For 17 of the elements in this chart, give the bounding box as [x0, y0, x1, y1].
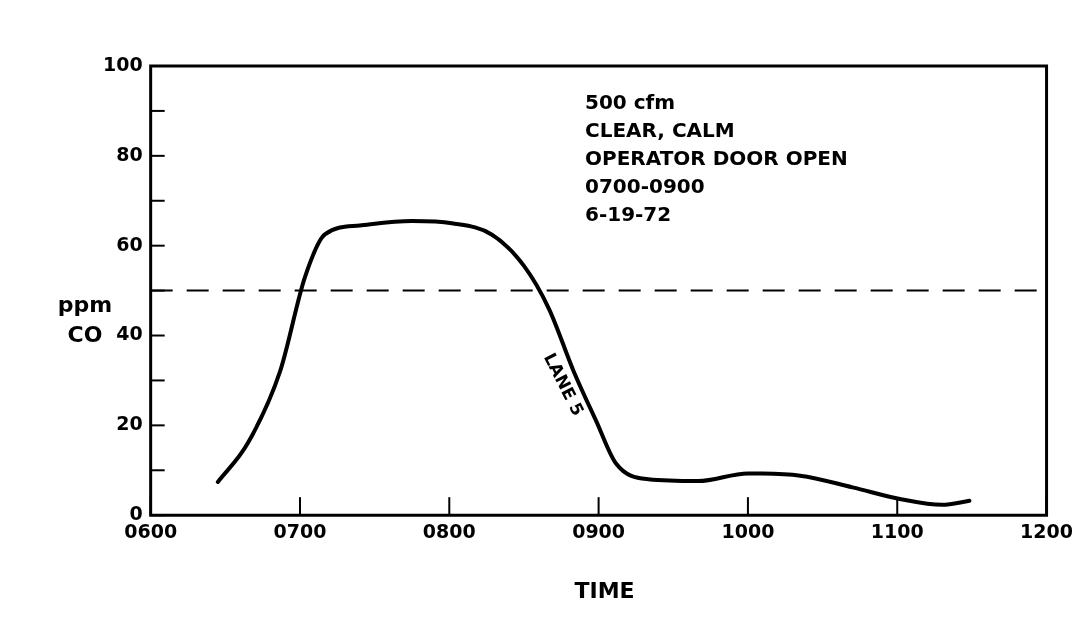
annotation: 6-19-72 [585, 201, 673, 228]
y-tick-label: 40 [116, 322, 143, 345]
annotation: OPERATOR DOOR OPEN 0700-0900 [585, 145, 849, 200]
x-axis-title: TIME [573, 578, 636, 603]
x-tick-label: 0900 [572, 519, 626, 542]
y-tick-label: 100 [102, 52, 143, 75]
x-tick-label: 0800 [422, 519, 476, 542]
annotation: 500 cfm [585, 89, 677, 116]
x-tick-label: 1000 [721, 519, 775, 542]
y-axis-title: ppm CO [56, 291, 114, 349]
y-tick-label: 20 [116, 412, 143, 435]
annotation: CLEAR, CALM [585, 117, 736, 144]
x-tick-label: 1200 [1020, 519, 1073, 542]
y-tick-label: 80 [116, 142, 143, 165]
x-tick-label: 1100 [870, 519, 924, 542]
x-tick-label: 0700 [273, 519, 327, 542]
y-tick-label: 60 [116, 232, 143, 255]
